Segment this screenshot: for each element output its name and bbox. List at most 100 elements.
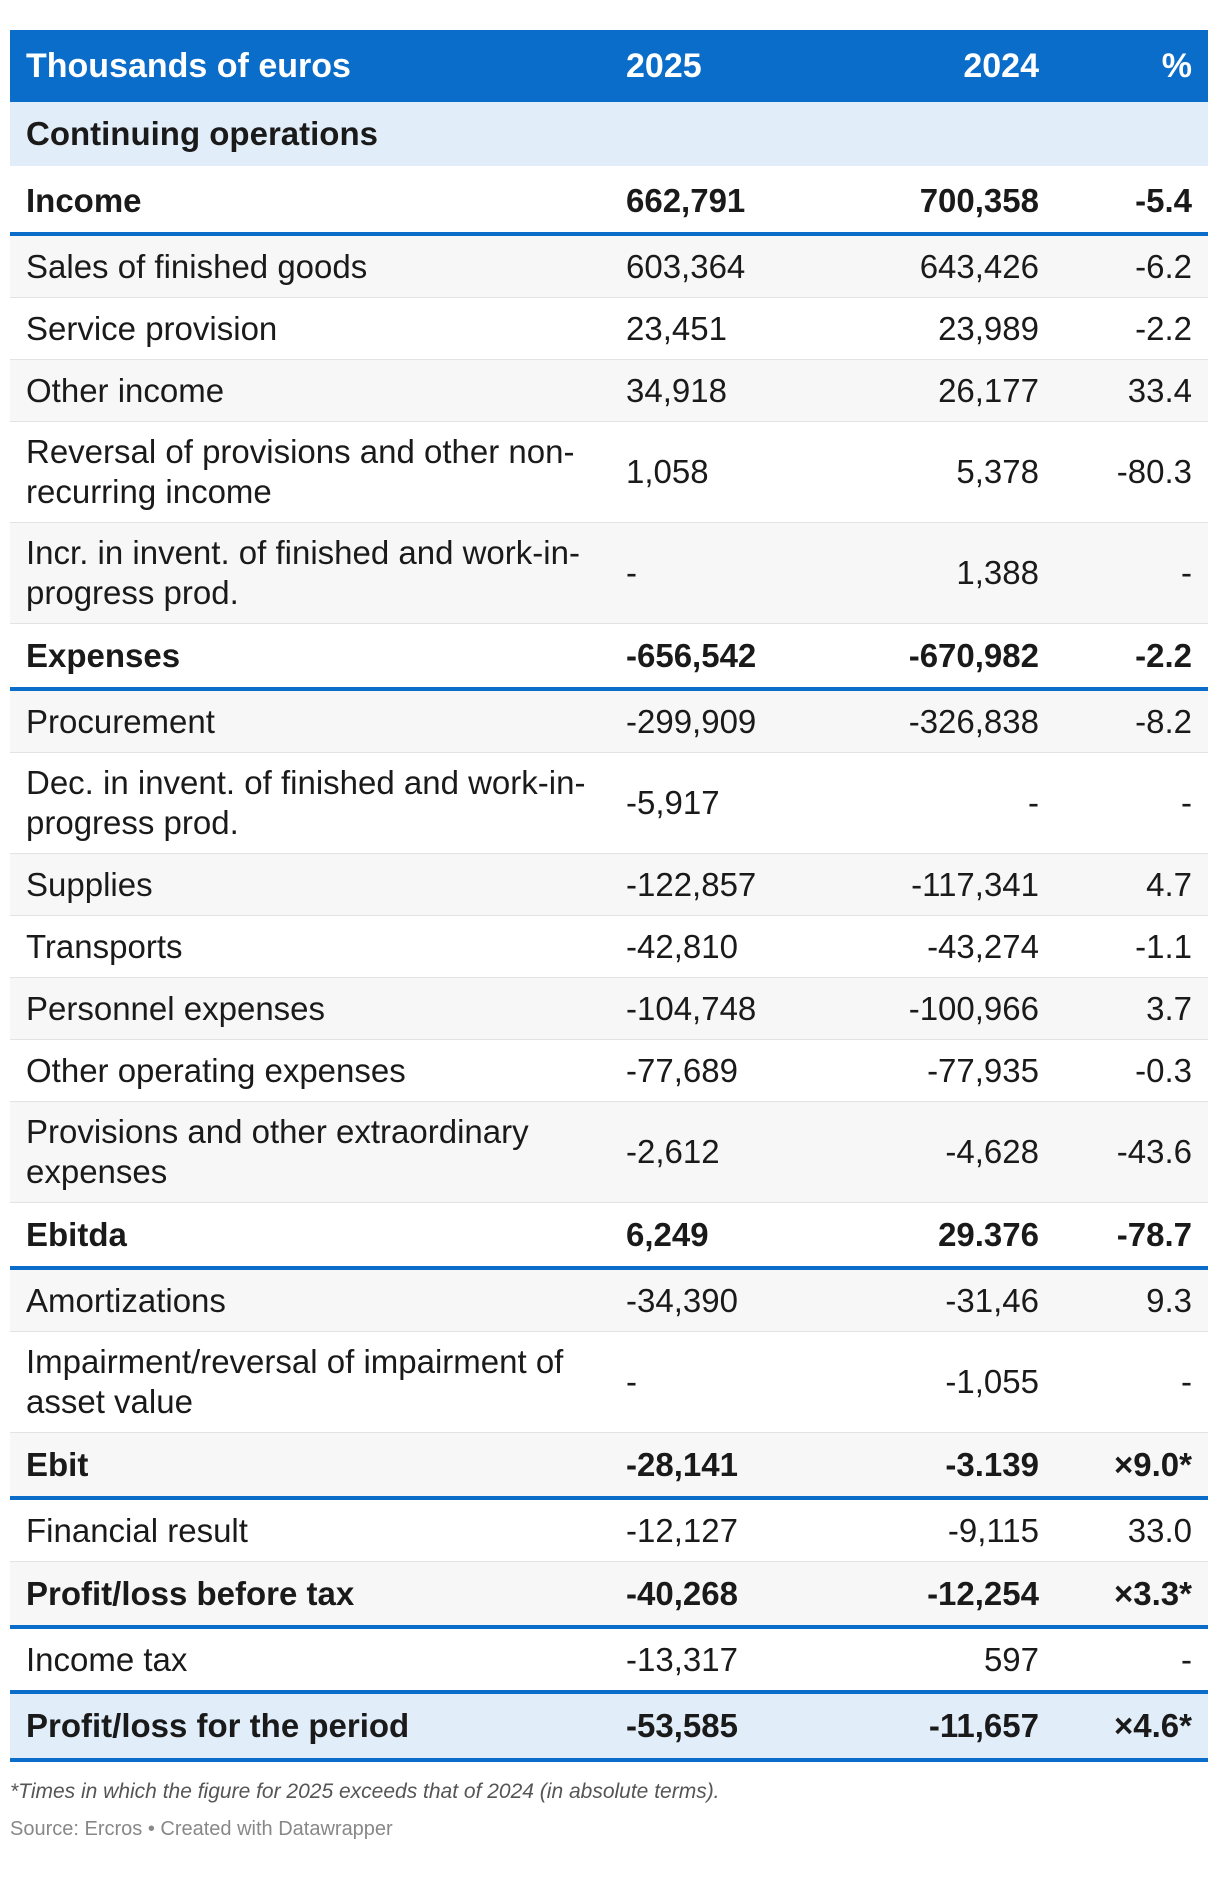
value-percent: 33.0: [1055, 1498, 1208, 1562]
value-2025: 1,058: [610, 421, 830, 523]
value-2024: [830, 102, 1055, 169]
row-label: Service provision: [10, 297, 610, 360]
value-2025: -: [610, 522, 830, 624]
row-label: Income: [10, 167, 610, 236]
value-percent: -1.1: [1055, 915, 1208, 978]
table-row: Reversal of provisions and other non-rec…: [10, 421, 1208, 523]
header-label: Thousands of euros: [10, 30, 610, 102]
table-row: Other operating expenses -77,689 -77,935 -0…: [10, 1039, 1208, 1102]
row-label: Ebitda: [10, 1202, 610, 1270]
value-2024: -100,966: [830, 977, 1055, 1040]
row-label: Impairment/reversal of impairment of ass…: [10, 1331, 610, 1433]
value-2024: -326,838: [830, 689, 1055, 753]
row-label: Reversal of provisions and other non-rec…: [10, 421, 610, 523]
value-2024: -77,935: [830, 1039, 1055, 1102]
value-percent: -2.2: [1055, 623, 1208, 691]
section-row: Continuing operations: [10, 102, 1208, 169]
header-percent: %: [1055, 30, 1208, 102]
value-percent: 33.4: [1055, 359, 1208, 422]
value-2024: -12,254: [830, 1561, 1055, 1629]
value-2025: -: [610, 1331, 830, 1433]
value-2025: -104,748: [610, 977, 830, 1040]
table-body: Continuing operations Income 662,791 700,35…: [10, 102, 1208, 1762]
table-row: Incr. in invent. of finished and work-in…: [10, 522, 1208, 624]
value-2025: -5,917: [610, 752, 830, 854]
value-percent: -0.3: [1055, 1039, 1208, 1102]
value-percent: ×4.6*: [1055, 1690, 1208, 1762]
table-row: Impairment/reversal of impairment of ass…: [10, 1331, 1208, 1433]
value-2024: -: [830, 752, 1055, 854]
table-row: Service provision 23,451 23,989 -2.2: [10, 297, 1208, 360]
value-percent: -8.2: [1055, 689, 1208, 753]
footnote: *Times in which the figure for 2025 exce…: [10, 1780, 720, 1803]
value-2024: 26,177: [830, 359, 1055, 422]
header-row: Thousands of euros 2025 2024 %: [10, 30, 1208, 102]
value-percent: ×9.0*: [1055, 1432, 1208, 1500]
row-label: Other operating expenses: [10, 1039, 610, 1102]
income-statement-table: Thousands of euros 2025 2024 % Continuin…: [10, 30, 1208, 1762]
row-label: Supplies: [10, 853, 610, 916]
value-percent: -: [1055, 1331, 1208, 1433]
value-percent: -: [1055, 752, 1208, 854]
table-row: Provisions and other extraordinary expen…: [10, 1101, 1208, 1203]
source-credit: Source: Ercros • Created with Datawrappe…: [10, 1818, 393, 1840]
header-2025: 2025: [610, 30, 830, 102]
value-2024: -31,46: [830, 1268, 1055, 1332]
value-2025: -28,141: [610, 1432, 830, 1500]
subtotal-row: Expenses -656,542 -670,982 -2.2: [10, 623, 1208, 691]
value-2025: -13,317: [610, 1627, 830, 1693]
table-row: Transports -42,810 -43,274 -1.1: [10, 915, 1208, 978]
table-header: Thousands of euros 2025 2024 %: [10, 30, 1208, 102]
table-row: Income tax -13,317 597-: [10, 1627, 1208, 1693]
value-2024: 23,989: [830, 297, 1055, 360]
row-label: Expenses: [10, 623, 610, 691]
row-label: Incr. in invent. of finished and work-in…: [10, 522, 610, 624]
row-label: Continuing operations: [10, 102, 610, 169]
subtotal-row: Ebitda 6,249 29.376 -78.7: [10, 1202, 1208, 1270]
table-row: Amortizations -34,390 -31,46 9.3: [10, 1268, 1208, 1332]
value-2025: 6,249: [610, 1202, 830, 1270]
value-2025: -77,689: [610, 1039, 830, 1102]
row-label: Transports: [10, 915, 610, 978]
value-2025: -299,909: [610, 689, 830, 753]
row-label: Dec. in invent. of finished and work-in-…: [10, 752, 610, 854]
table-row: Sales of finished goods 603,364 643,426 -6.…: [10, 234, 1208, 298]
table-row: Procurement -299,909 -326,838 -8.2: [10, 689, 1208, 753]
value-2025: 34,918: [610, 359, 830, 422]
table-row: Personnel expenses -104,748 -100,966 3.7: [10, 977, 1208, 1040]
value-percent: -6.2: [1055, 234, 1208, 298]
row-label: Profit/loss before tax: [10, 1561, 610, 1629]
value-percent: ×3.3*: [1055, 1561, 1208, 1629]
value-2024: -9,115: [830, 1498, 1055, 1562]
value-2025: 603,364: [610, 234, 830, 298]
value-2024: -670,982: [830, 623, 1055, 691]
row-label: Procurement: [10, 689, 610, 753]
value-2024: 29.376: [830, 1202, 1055, 1270]
table-row: Financial result -12,127 -9,115 33.0: [10, 1498, 1208, 1562]
row-label: Ebit: [10, 1432, 610, 1500]
value-2024: 1,388: [830, 522, 1055, 624]
value-percent: -: [1055, 1627, 1208, 1693]
value-2025: 23,451: [610, 297, 830, 360]
value-2025: -12,127: [610, 1498, 830, 1562]
header-2024: 2024: [830, 30, 1055, 102]
value-2025: -40,268: [610, 1561, 830, 1629]
table-row: Other income 34,918 26,177 33.4: [10, 359, 1208, 422]
value-percent: [1055, 102, 1208, 169]
value-2024: -43,274: [830, 915, 1055, 978]
value-percent: 9.3: [1055, 1268, 1208, 1332]
row-label: Amortizations: [10, 1268, 610, 1332]
row-label: Financial result: [10, 1498, 610, 1562]
row-label: Other income: [10, 359, 610, 422]
subtotal-row: Profit/loss before tax -40,268 -12,254 ×3.3…: [10, 1561, 1208, 1629]
value-2024: 643,426: [830, 234, 1055, 298]
row-label: Income tax: [10, 1627, 610, 1693]
value-2025: -42,810: [610, 915, 830, 978]
value-percent: 4.7: [1055, 853, 1208, 916]
subtotal-row: Profit/loss for the period -53,585 -11,657…: [10, 1690, 1208, 1762]
value-2025: 662,791: [610, 167, 830, 236]
value-percent: 3.7: [1055, 977, 1208, 1040]
subtotal-row: Income 662,791 700,358 -5.4: [10, 167, 1208, 236]
value-2024: -4,628: [830, 1101, 1055, 1203]
value-2024: -3.139: [830, 1432, 1055, 1500]
